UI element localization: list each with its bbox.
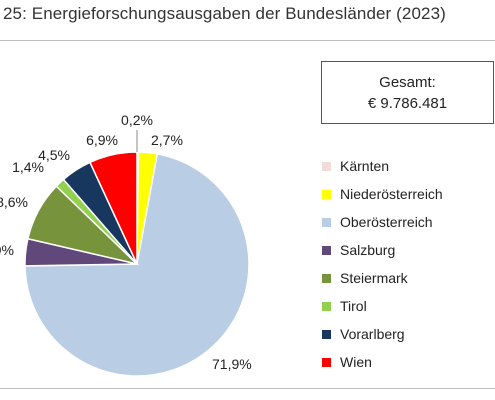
- data-label-salzburg: 3,9%: [0, 242, 14, 258]
- legend-swatch: [322, 329, 331, 339]
- total-label: Gesamt:: [379, 73, 436, 91]
- legend-label: Oberösterreich: [340, 214, 433, 230]
- legend-item-niederösterreich: Niederösterreich: [322, 185, 443, 203]
- data-label-kärnten: 0,2%: [121, 112, 153, 128]
- legend-label: Wien: [340, 354, 372, 370]
- legend-swatch: [322, 357, 331, 367]
- data-label-steiermark: 8,6%: [0, 194, 28, 210]
- legend-swatch: [322, 301, 331, 311]
- legend-label: Salzburg: [340, 242, 396, 258]
- data-label-wien: 6,9%: [86, 132, 118, 148]
- chart-title: 25: Energieforschungsausgaben der Bundes…: [3, 4, 446, 23]
- legend-item-salzburg: Salzburg: [322, 241, 395, 259]
- legend-item-vorarlberg: Vorarlberg: [322, 325, 405, 343]
- bottom-divider: [0, 388, 495, 389]
- legend-item-kärnten: Kärnten: [322, 157, 389, 175]
- legend-item-steiermark: Steiermark: [322, 269, 408, 287]
- legend-item-oberösterreich: Oberösterreich: [322, 213, 433, 231]
- data-label-tirol: 1,4%: [12, 159, 44, 175]
- legend-swatch: [322, 161, 331, 171]
- legend-label: Tirol: [340, 298, 367, 314]
- legend-label: Kärnten: [340, 158, 390, 174]
- legend-label: Vorarlberg: [340, 326, 405, 342]
- legend-label: Niederösterreich: [340, 186, 443, 202]
- legend-label: Steiermark: [340, 270, 408, 286]
- legend-swatch: [322, 189, 331, 199]
- legend-item-tirol: Tirol: [322, 297, 367, 315]
- legend-swatch: [322, 217, 331, 227]
- data-label-niederösterreich: 2,7%: [151, 132, 183, 148]
- pie-slice-oberösterreich: [24, 152, 250, 377]
- legend-swatch: [322, 273, 331, 283]
- legend-item-wien: Wien: [322, 353, 372, 371]
- top-divider: [0, 40, 495, 41]
- data-label-vorarlberg: 4,5%: [38, 147, 70, 163]
- legend-swatch: [322, 245, 331, 255]
- total-box: Gesamt: € 9.786.481: [321, 61, 494, 124]
- total-value: € 9.786.481: [367, 94, 448, 112]
- data-label-oberösterreich: 71,9%: [212, 356, 252, 372]
